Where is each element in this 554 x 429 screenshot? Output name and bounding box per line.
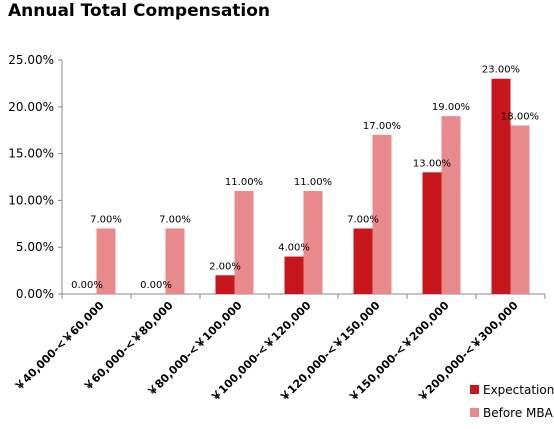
data-label-before-mba: 17.00% [363, 121, 401, 132]
data-label-before-mba: 7.00% [90, 214, 122, 225]
data-label-expectation: 2.00% [209, 261, 241, 272]
data-label-expectation: 23.00% [482, 65, 520, 76]
legend-swatch [470, 408, 479, 417]
y-tick-label: 20.00% [8, 100, 54, 114]
legend-label: Expectation [483, 383, 554, 397]
bar-before-mba [96, 228, 116, 294]
bars [96, 78, 530, 295]
bar-before-mba [510, 125, 530, 295]
y-tick-label: 5.00% [16, 240, 54, 254]
data-label-before-mba: 7.00% [159, 214, 191, 225]
bar-before-mba [234, 191, 254, 294]
bar-expectation [215, 275, 235, 294]
data-label-expectation: 4.00% [278, 243, 310, 254]
bar-expectation [284, 256, 304, 294]
bar-expectation [422, 172, 442, 294]
data-label-expectation: 0.00% [140, 280, 172, 291]
bar-before-mba [441, 116, 461, 294]
bar-before-mba [165, 228, 185, 294]
legend-swatch [470, 385, 479, 394]
bar-before-mba [372, 134, 392, 294]
data-label-before-mba: 11.00% [294, 177, 332, 188]
data-label-before-mba: 11.00% [225, 177, 263, 188]
bar-expectation [353, 228, 373, 294]
y-tick-label: 10.00% [8, 193, 54, 207]
bar-expectation [491, 78, 511, 294]
data-label-expectation: 7.00% [347, 214, 379, 225]
x-axis: ￥40,000-<￥60,000￥60,000-<￥80,000￥80,000-… [12, 293, 546, 404]
legend: Expectation Before MBA [470, 383, 554, 420]
data-label-before-mba: 18.00% [501, 112, 539, 123]
bar-before-mba [303, 191, 323, 294]
chart-title: Annual Total Compensation [8, 1, 271, 21]
data-labels: 0.00% 7.00% 0.00% 7.00% 2.00% 11.00% 4.00% 11.0… [71, 65, 539, 291]
data-label-expectation: 13.00% [413, 158, 451, 169]
data-label-before-mba: 19.00% [432, 102, 470, 113]
y-tick-label: 15.00% [8, 147, 54, 161]
legend-label: Before MBA [483, 406, 554, 420]
data-label-expectation: 0.00% [71, 280, 103, 291]
y-tick-label: 0.00% [16, 287, 54, 301]
y-axis: 0.00% 5.00% 10.00% 15.00% 20.00% 25.00% [8, 53, 63, 301]
y-tick-label: 25.00% [8, 53, 54, 67]
